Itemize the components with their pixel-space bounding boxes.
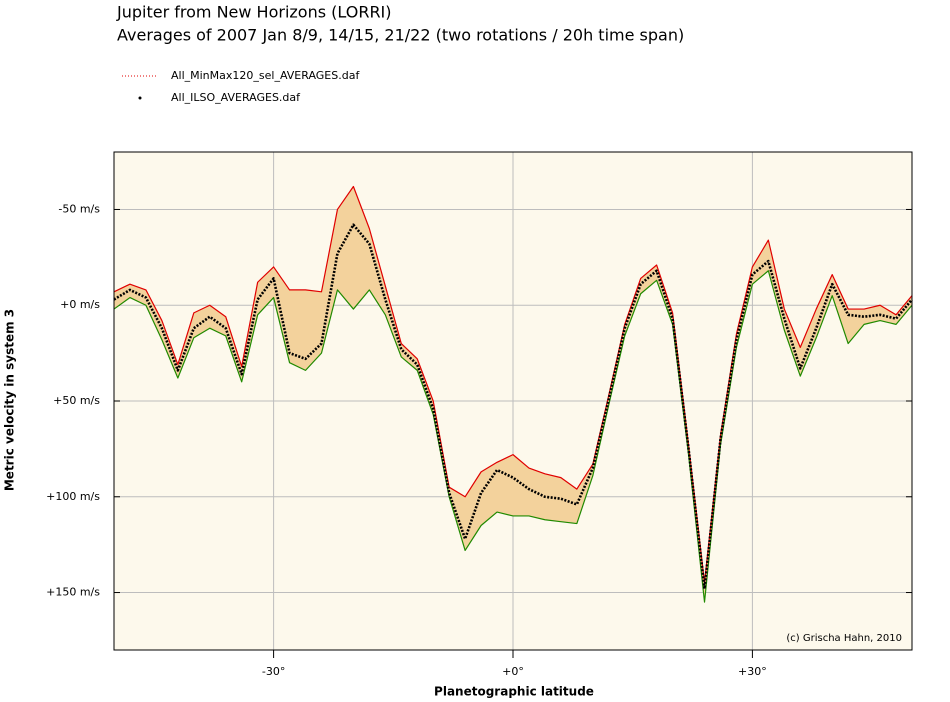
x-tick-label: +30° xyxy=(738,665,767,678)
y-axis-label: Metric velocity in system 3 xyxy=(3,309,17,491)
y-tick-label: -50 m/s xyxy=(58,202,100,215)
x-tick-label: +0° xyxy=(502,665,524,678)
legend-item: All_MinMax120_sel_AVERAGES.daf xyxy=(122,69,360,82)
legend-swatch xyxy=(138,96,142,100)
y-tick-label: +50 m/s xyxy=(53,394,100,407)
y-tick-label: +150 m/s xyxy=(46,586,100,599)
x-tick-label: -30° xyxy=(262,665,285,678)
legend-label: All_ILSO_AVERAGES.daf xyxy=(171,91,301,104)
chart-subtitle: Averages of 2007 Jan 8/9, 14/15, 21/22 (… xyxy=(117,26,684,45)
series-line xyxy=(113,185,913,584)
plot-frame xyxy=(113,151,913,651)
x-axis-label: Planetographic latitude xyxy=(434,685,594,699)
legend-item: All_ILSO_AVERAGES.daf xyxy=(138,91,301,104)
series-line xyxy=(113,223,913,591)
legend-label: All_MinMax120_sel_AVERAGES.daf xyxy=(171,69,360,82)
annotation: (c) Grischa Hahn, 2010 xyxy=(786,633,902,644)
series-line xyxy=(113,270,913,603)
chart-title: Jupiter from New Horizons (LORRI) xyxy=(116,3,392,22)
y-tick-label: +0 m/s xyxy=(60,298,100,311)
y-tick-label: +100 m/s xyxy=(46,490,100,503)
